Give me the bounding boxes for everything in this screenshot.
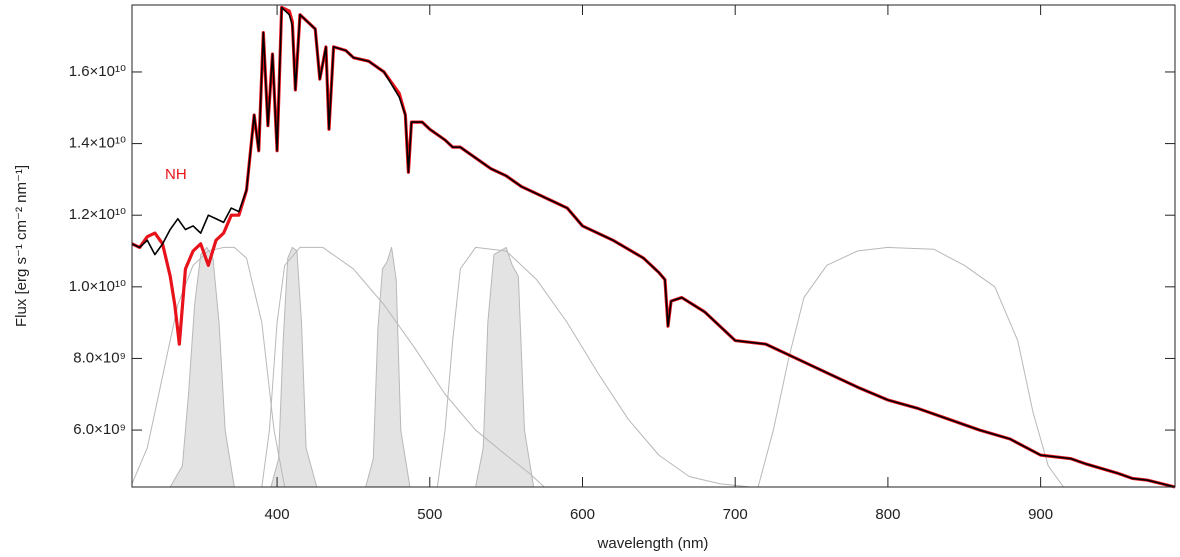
- filter-outline: [757, 246, 1064, 488]
- x-tick-label: 500: [417, 506, 442, 523]
- filter-curve: [365, 246, 411, 488]
- spectrum-line: [131, 6, 1176, 488]
- plot-frame: [131, 4, 1176, 488]
- annotation: NH: [165, 166, 187, 183]
- filter-outline: [436, 246, 751, 488]
- filter-curve: [169, 246, 235, 488]
- y-tick-label: 1.6×10¹⁰: [69, 63, 126, 80]
- x-tick-label: 400: [265, 506, 290, 523]
- y-axis-title: Flux [erg s⁻¹ cm⁻² nm⁻¹]: [13, 165, 30, 327]
- x-tick-label: 700: [723, 506, 748, 523]
- x-axis-title: wavelength (nm): [597, 535, 709, 552]
- y-tick-label: 8.0×10⁹: [73, 349, 126, 366]
- y-tick-label: 1.0×10¹⁰: [69, 278, 126, 295]
- filter-outline: [261, 246, 545, 488]
- y-tick-label: 1.2×10¹⁰: [69, 206, 126, 223]
- x-tick-label: 900: [1028, 506, 1053, 523]
- filter-curve: [270, 246, 318, 488]
- filter-curve: [475, 246, 535, 488]
- x-tick-label: 600: [570, 506, 595, 523]
- x-tick-label: 800: [875, 506, 900, 523]
- y-tick-label: 1.4×10¹⁰: [69, 135, 126, 152]
- y-tick-label: 6.0×10⁹: [73, 421, 126, 438]
- filter-outline: [131, 246, 286, 488]
